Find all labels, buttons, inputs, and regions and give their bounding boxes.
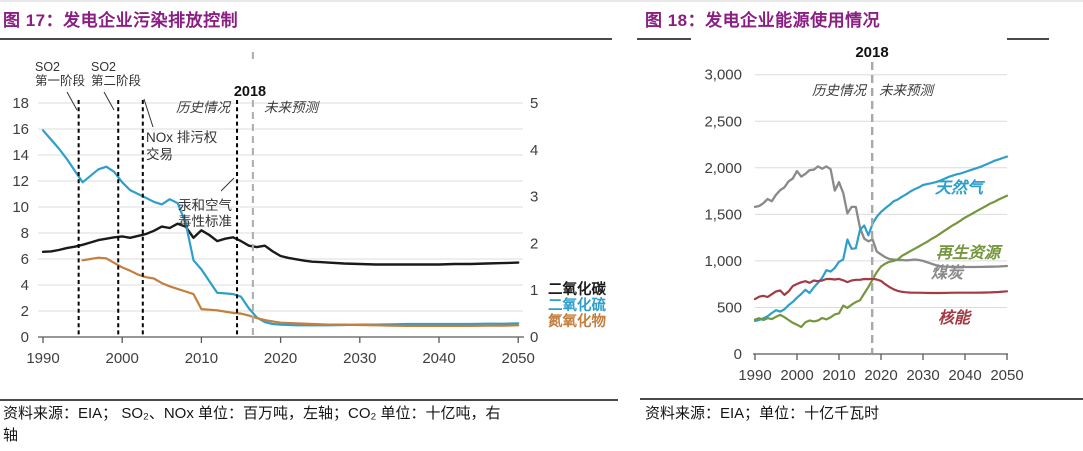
y-left-tick-label: 10 xyxy=(12,199,29,216)
y-left-tick-label: 6 xyxy=(21,251,29,268)
figure-18-title-rule-left xyxy=(637,38,691,40)
figure-18-title: 图 18：发电企业能源使用情况 xyxy=(645,11,881,30)
annotation-label: 未来预测 xyxy=(879,83,935,98)
y-right-tick-label: 3 xyxy=(530,189,538,206)
y-right-tick-label: 5 xyxy=(530,95,538,112)
y-left-tick-label: 2 xyxy=(21,303,29,320)
annotation-label: 第一阶段 xyxy=(35,73,85,88)
y-left-tick-label: 2,500 xyxy=(704,113,742,130)
annotation-label: SO2 xyxy=(91,60,116,74)
series-line-氮氧化物 xyxy=(81,256,520,327)
x-tick-label: 2010 xyxy=(822,367,855,384)
annotation-label: 2018 xyxy=(855,44,888,61)
annotation-label: 天然气 xyxy=(935,179,986,197)
y-left-tick-label: 1,000 xyxy=(704,253,742,270)
annotation-label: 历史情况 xyxy=(812,83,867,98)
y-left-tick-label: 2,000 xyxy=(704,160,742,177)
annotation-label: 煤炭 xyxy=(931,264,965,282)
y-right-tick-label: 4 xyxy=(530,142,538,159)
figure-17-title-rule xyxy=(0,38,612,40)
y-right-tick-label: 1 xyxy=(530,282,538,299)
figure-18-chart: 1990 2000 2010 2020 2030 2040 2050 0 500 1,000 1,5… xyxy=(704,44,1023,384)
annotation-label: NOx 排污权 xyxy=(146,129,218,145)
figure-18-source-rule xyxy=(640,398,1083,400)
figure-17-chart: 1990 2000 2010 2020 2030 2040 2050024681012141… xyxy=(12,52,606,367)
figure-17-source-rule xyxy=(0,399,618,401)
x-tick-label: 2050 xyxy=(990,367,1023,384)
x-tick-label: 1990 xyxy=(738,367,771,384)
annotation-label: 2018 xyxy=(234,84,266,100)
annotation-label: 交易 xyxy=(146,146,173,162)
y-left-tick-label: 0 xyxy=(734,346,742,363)
annotation-leader-line xyxy=(143,98,154,128)
y-left-tick-label: 8 xyxy=(21,225,29,242)
y-left-tick-label: 18 xyxy=(12,95,29,112)
legend-item-氮氧化物: 氮氧化物 xyxy=(548,312,606,330)
y-left-tick-label: 3,000 xyxy=(704,67,742,84)
y-right-tick-label: 2 xyxy=(530,235,538,252)
x-tick-label: 2020 xyxy=(264,350,297,367)
series-line-二氧化硫 xyxy=(41,129,520,327)
y-left-tick-label: 1,500 xyxy=(704,206,742,223)
figure-17-source-line2: 轴 xyxy=(3,427,19,444)
series-line-二氧化碳 xyxy=(41,222,520,266)
annotation-label: 核能 xyxy=(938,309,972,327)
series-line-再生资源 xyxy=(753,194,1009,329)
annotation-label: 毒性标准 xyxy=(178,214,232,229)
figure-18-title-rule-right xyxy=(1007,38,1049,40)
annotation-leader-line xyxy=(103,91,115,111)
y-left-tick-label: 12 xyxy=(12,173,29,190)
figure-17-source: 资料来源：EIA； SO₂、NOx 单位：百万吨，左轴；CO₂ 单位：十亿吨，右… xyxy=(3,403,563,447)
annotation-backdrop xyxy=(230,60,270,100)
annotation-label: 再生资源 xyxy=(936,244,1003,262)
figure-18-source: 资料来源：EIA；单位：十亿千瓦时 xyxy=(645,403,1075,425)
annotation-label: 汞和空气 xyxy=(178,198,232,213)
annotation-leader-line xyxy=(66,91,78,111)
x-tick-label: 2040 xyxy=(948,367,981,384)
annotation-leader-line xyxy=(220,177,235,192)
series-line-核能 xyxy=(753,277,1009,301)
x-tick-label: 2020 xyxy=(864,367,897,384)
x-tick-label: 2050 xyxy=(502,350,535,367)
y-right-tick-label: 0 xyxy=(530,329,538,346)
x-tick-label: 2010 xyxy=(185,350,218,367)
x-tick-label: 2030 xyxy=(343,350,376,367)
x-tick-label: 1990 xyxy=(26,350,59,367)
x-tick-label: 2000 xyxy=(780,367,813,384)
y-left-tick-label: 500 xyxy=(717,299,742,316)
y-left-tick-label: 16 xyxy=(12,121,29,138)
annotation-label: 历史情况 xyxy=(176,100,231,115)
x-tick-label: 2030 xyxy=(906,367,939,384)
y-left-tick-label: 14 xyxy=(12,147,29,164)
series-line-天然气 xyxy=(753,155,1009,322)
page-top-edge xyxy=(0,0,1083,2)
y-left-tick-label: 4 xyxy=(21,277,29,294)
annotation-label: 第二阶段 xyxy=(91,73,141,88)
figure-18-source-line1: 资料来源：EIA；单位：十亿千瓦时 xyxy=(645,405,880,422)
series-line-煤炭 xyxy=(753,165,1009,269)
x-tick-label: 2000 xyxy=(106,350,139,367)
legend-item-二氧化碳: 二氧化碳 xyxy=(548,280,606,298)
y-left-tick-label: 0 xyxy=(21,329,29,346)
x-tick-label: 2040 xyxy=(422,350,455,367)
annotation-label: 未来预测 xyxy=(264,100,320,115)
legend-item-二氧化硫: 二氧化硫 xyxy=(548,296,606,314)
figure-17-source-line1: 资料来源：EIA； SO₂、NOx 单位：百万吨，左轴；CO₂ 单位：十亿吨，右 xyxy=(3,405,501,422)
figure-17-title: 图 17：发电企业污染排放控制 xyxy=(3,11,239,30)
annotation-label: SO2 xyxy=(35,60,60,74)
